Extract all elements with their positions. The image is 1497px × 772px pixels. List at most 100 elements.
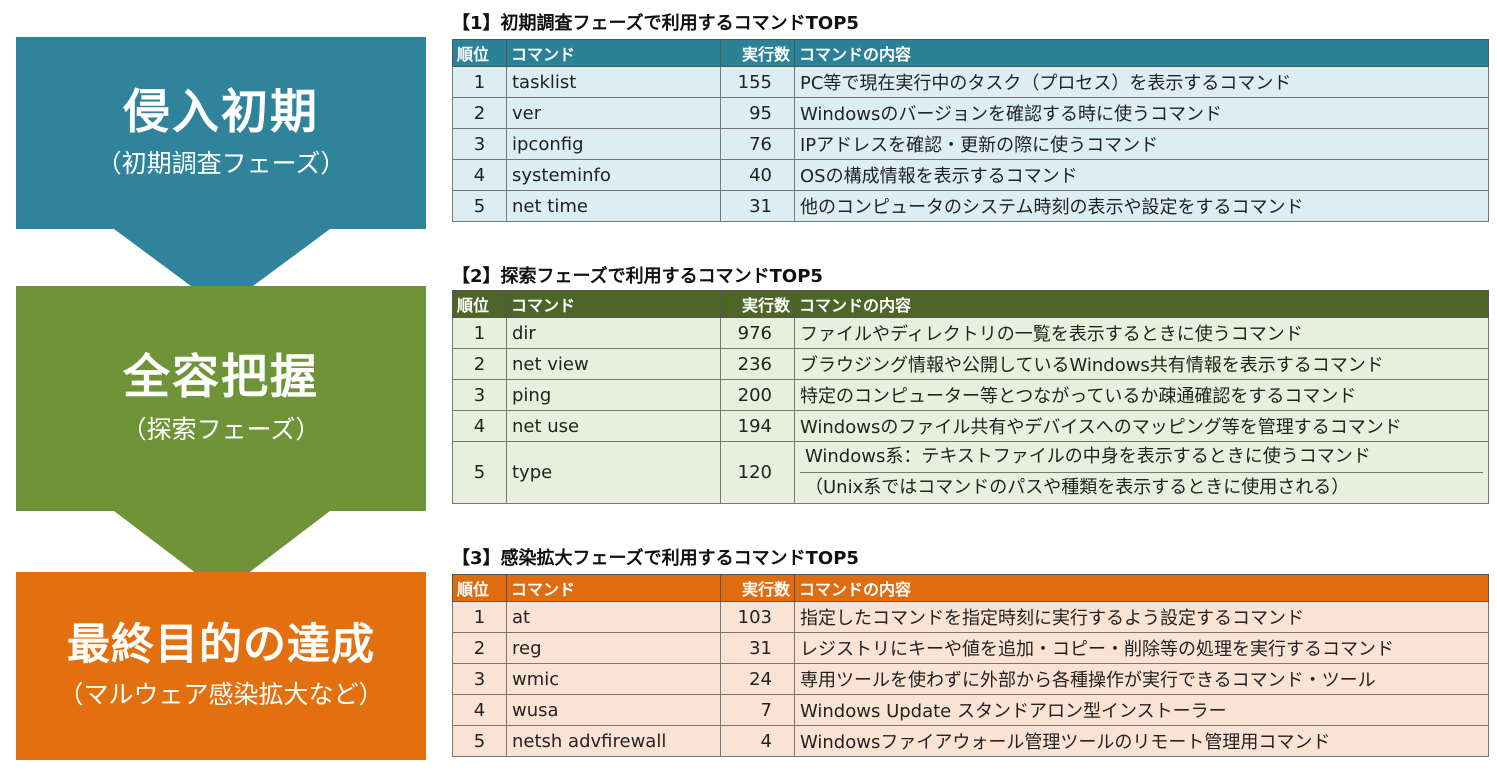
command-table-discovery: 順位 コマンド 実行数 コマンドの内容 1 dir 976 ファイルやディレクトリの一覧を表示… <box>452 290 1489 504</box>
command-cell: type <box>506 441 721 504</box>
command-cell: net view <box>506 348 721 380</box>
count-cell: 236 <box>720 348 795 380</box>
header-desc: コマンドの内容 <box>794 39 1489 67</box>
rank-cell: 4 <box>452 694 507 726</box>
phase-title: 全容把握 <box>123 350 319 406</box>
phase-final-goal: 最終目的の達成 （マルウェア感染拡大など） <box>16 572 426 760</box>
table-row: 4 systeminfo 40 OSの構成情報を表示するコマンド <box>452 159 1489 191</box>
command-cell: at <box>506 601 721 633</box>
table-row: 3 wmic 24 専用ツールを使わずに外部から各種操作が実行できるコマンド・ツール <box>452 663 1489 695</box>
phase-title: 侵入初期 <box>123 84 319 140</box>
command-cell: ver <box>506 97 721 129</box>
rank-cell: 4 <box>452 410 507 442</box>
table-header-row: 順位 コマンド 実行数 コマンドの内容 <box>452 290 1489 318</box>
count-cell: 103 <box>720 601 795 633</box>
command-cell: reg <box>506 632 721 664</box>
phase-full-picture: 全容把握 （探索フェーズ） <box>16 286 426 511</box>
command-table-spread: 順位 コマンド 実行数 コマンドの内容 1 at 103 指定したコマンドを指定時刻に実行する… <box>452 574 1489 757</box>
rank-cell: 3 <box>452 128 507 160</box>
command-cell: systeminfo <box>506 159 721 191</box>
count-cell: 31 <box>720 190 795 222</box>
command-cell: wusa <box>506 694 721 726</box>
description-cell: Windowsのバージョンを確認する時に使うコマンド <box>794 97 1489 129</box>
header-count: 実行数 <box>720 574 795 602</box>
count-cell: 40 <box>720 159 795 191</box>
table-row: 1 dir 976 ファイルやディレクトリの一覧を表示するときに使うコマンド <box>452 317 1489 349</box>
rank-cell: 5 <box>452 441 507 504</box>
description-cell: OSの構成情報を表示するコマンド <box>794 159 1489 191</box>
phase-subtitle: （初期調査フェーズ） <box>96 149 346 179</box>
header-command: コマンド <box>506 290 721 318</box>
phase-title: 最終目的の達成 <box>67 620 375 671</box>
table-row: 2 ver 95 Windowsのバージョンを確認する時に使うコマンド <box>452 97 1489 129</box>
description-cell: 専用ツールを使わずに外部から各種操作が実行できるコマンド・ツール <box>794 663 1489 695</box>
rank-cell: 2 <box>452 632 507 664</box>
description-cell: Windowsのファイル共有やデバイスへのマッピング等を管理するコマンド <box>794 410 1489 442</box>
count-cell: 4 <box>720 725 795 757</box>
description-cell: 他のコンピュータのシステム時刻の表示や設定をするコマンド <box>794 190 1489 222</box>
command-cell: ping <box>506 379 721 411</box>
rank-cell: 5 <box>452 190 507 222</box>
header-desc: コマンドの内容 <box>794 574 1489 602</box>
count-cell: 95 <box>720 97 795 129</box>
command-cell: net time <box>506 190 721 222</box>
table-row: 5 net time 31 他のコンピュータのシステム時刻の表示や設定をするコマンド <box>452 190 1489 222</box>
header-desc: コマンドの内容 <box>794 290 1489 318</box>
table-row: 2 reg 31 レジストリにキーや値を追加・コピー・削除等の処理を実行するコマンド <box>452 632 1489 664</box>
table-row: 1 at 103 指定したコマンドを指定時刻に実行するよう設定するコマンド <box>452 601 1489 633</box>
command-cell: netsh advfirewall <box>506 725 721 757</box>
count-cell: 120 <box>720 441 795 504</box>
phase-subtitle: （マルウェア感染拡大など） <box>58 679 384 709</box>
description-cell: Windows系：テキストファイルの中身を表示するときに使うコマンド （Unix系… <box>794 441 1489 504</box>
command-table-initial: 順位 コマンド 実行数 コマンドの内容 1 tasklist 155 PC等で現在実行中のタス… <box>452 39 1489 222</box>
command-cell: dir <box>506 317 721 349</box>
description-cell: ブラウジング情報や公開しているWindows共有情報を表示するコマンド <box>794 348 1489 380</box>
rank-cell: 1 <box>452 317 507 349</box>
table-row: 1 tasklist 155 PC等で現在実行中のタスク（プロセス）を表示するコマンド <box>452 66 1489 98</box>
count-cell: 76 <box>720 128 795 160</box>
description-note: （Unix系ではコマンドのパスや種類を表示するときに使用される） <box>800 472 1483 503</box>
phase-initial-intrusion: 侵入初期 （初期調査フェーズ） <box>16 37 426 229</box>
rank-cell: 3 <box>452 379 507 411</box>
header-rank: 順位 <box>452 574 507 602</box>
count-cell: 200 <box>720 379 795 411</box>
section-title: 【3】感染拡大フェーズで利用するコマンドTOP5 <box>452 548 859 569</box>
description-line: Windows系：テキストファイルの中身を表示するときに使うコマンド <box>805 446 1371 467</box>
command-cell: tasklist <box>506 66 721 98</box>
command-cell: net use <box>506 410 721 442</box>
header-rank: 順位 <box>452 290 507 318</box>
description-cell: レジストリにキーや値を追加・コピー・削除等の処理を実行するコマンド <box>794 632 1489 664</box>
table-row: 5 type 120 Windows系：テキストファイルの中身を表示するときに使うコマ… <box>452 441 1489 504</box>
count-cell: 194 <box>720 410 795 442</box>
header-command: コマンド <box>506 574 721 602</box>
command-cell: ipconfig <box>506 128 721 160</box>
command-cell: wmic <box>506 663 721 695</box>
description-cell: Windowsファイアウォール管理ツールのリモート管理用コマンド <box>794 725 1489 757</box>
table-row: 2 net view 236 ブラウジング情報や公開しているWindows共有情報を表… <box>452 348 1489 380</box>
table-row: 5 netsh advfirewall 4 Windowsファイアウォール管理ツールの… <box>452 725 1489 757</box>
table-row: 4 net use 194 Windowsのファイル共有やデバイスへのマッピング等を管… <box>452 410 1489 442</box>
description-cell: 特定のコンピューター等とつながっているか疎通確認をするコマンド <box>794 379 1489 411</box>
count-cell: 7 <box>720 694 795 726</box>
rank-cell: 1 <box>452 66 507 98</box>
header-rank: 順位 <box>452 39 507 67</box>
description-cell: IPアドレスを確認・更新の際に使うコマンド <box>794 128 1489 160</box>
header-count: 実行数 <box>720 39 795 67</box>
rank-cell: 2 <box>452 97 507 129</box>
rank-cell: 2 <box>452 348 507 380</box>
rank-cell: 4 <box>452 159 507 191</box>
description-cell: ファイルやディレクトリの一覧を表示するときに使うコマンド <box>794 317 1489 349</box>
table-row: 3 ping 200 特定のコンピューター等とつながっているか疎通確認をするコマンド <box>452 379 1489 411</box>
table-row: 3 ipconfig 76 IPアドレスを確認・更新の際に使うコマンド <box>452 128 1489 160</box>
description-cell: Windows Update スタンドアロン型インストーラー <box>794 694 1489 726</box>
header-command: コマンド <box>506 39 721 67</box>
table-row: 4 wusa 7 Windows Update スタンドアロン型インストーラー <box>452 694 1489 726</box>
rank-cell: 3 <box>452 663 507 695</box>
section-title: 【2】探索フェーズで利用するコマンドTOP5 <box>452 266 823 287</box>
rank-cell: 1 <box>452 601 507 633</box>
rank-cell: 5 <box>452 725 507 757</box>
count-cell: 976 <box>720 317 795 349</box>
table-header-row: 順位 コマンド 実行数 コマンドの内容 <box>452 39 1489 67</box>
count-cell: 31 <box>720 632 795 664</box>
description-cell: PC等で現在実行中のタスク（プロセス）を表示するコマンド <box>794 66 1489 98</box>
